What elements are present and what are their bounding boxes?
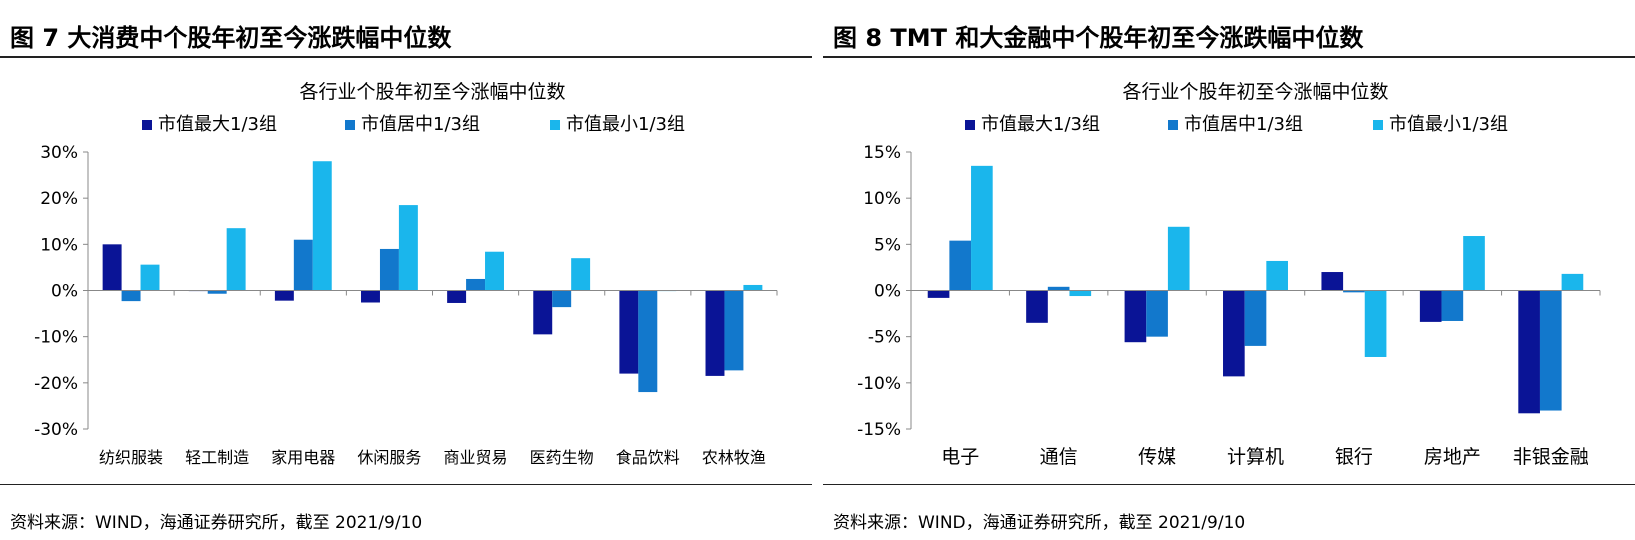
bar: [1266, 260, 1288, 291]
bar: [1146, 290, 1168, 337]
y-tick-label: -5%: [868, 328, 901, 348]
y-tick-label: -20%: [34, 374, 78, 394]
bar: [121, 290, 141, 302]
figure-8-title: 图 8 TMT 和大金融中个股年初至今涨跌幅中位数: [833, 24, 1364, 52]
legend-label: 市值最大1/3组: [981, 114, 1100, 135]
bar: [1463, 236, 1485, 291]
x-tick-label: 医药生物: [530, 448, 594, 467]
legend-swatch: [1373, 120, 1383, 130]
x-tick-label: 食品饮料: [616, 448, 680, 467]
x-tick-label: 休闲服务: [357, 448, 421, 467]
bar: [274, 290, 294, 301]
x-tick-label: 家用电器: [271, 448, 335, 467]
bar: [485, 251, 504, 291]
bar: [927, 290, 950, 298]
bar: [949, 240, 972, 291]
x-tick-label: 电子: [941, 446, 979, 468]
x-tick-label: 通信: [1040, 446, 1078, 468]
bar: [971, 165, 993, 291]
bar: [226, 228, 246, 291]
legend-swatch: [345, 120, 355, 130]
bar: [1321, 272, 1344, 291]
bar: [1561, 273, 1584, 291]
bar: [619, 290, 639, 374]
bar: [1539, 290, 1562, 411]
bar: [533, 290, 553, 335]
bar: [1343, 290, 1365, 293]
bar: [552, 290, 572, 308]
bar: [140, 264, 160, 291]
chart-title: 各行业个股年初至今涨幅中位数: [299, 81, 565, 103]
y-tick-label: 20%: [40, 189, 78, 209]
x-tick-label: 商业贸易: [444, 448, 508, 467]
bar: [743, 284, 763, 291]
bar: [379, 248, 399, 291]
figure-7-title: 图 7 大消费中个股年初至今涨跌幅中位数: [10, 24, 452, 52]
bar: [312, 161, 332, 291]
x-tick-label: 银行: [1335, 446, 1373, 468]
x-tick-label: 纺织服装: [99, 448, 163, 467]
x-tick-label: 轻工制造: [185, 448, 249, 467]
bar: [361, 290, 380, 303]
x-tick-label: 计算机: [1227, 446, 1284, 468]
legend-swatch: [1168, 120, 1178, 130]
bar: [1124, 290, 1147, 343]
y-tick-label: -10%: [34, 328, 78, 348]
title-rule: [823, 56, 1635, 58]
y-tick-label: 5%: [874, 235, 901, 255]
title-rule: [0, 56, 812, 58]
bar: [705, 290, 725, 376]
bar: [1441, 290, 1464, 321]
x-tick-label: 传媒: [1138, 446, 1176, 468]
chart-panel-2: 图 8 TMT 和大金融中个股年初至今涨跌幅中位数 各行业个股年初至今涨幅中位数…: [823, 0, 1635, 540]
bar: [398, 205, 418, 291]
y-tick-label: -30%: [34, 420, 78, 440]
y-tick-label: 10%: [863, 189, 901, 209]
footer-rule: [823, 484, 1635, 485]
bar: [466, 278, 486, 291]
y-tick-label: 15%: [863, 143, 901, 163]
legend-label: 市值居中1/3组: [361, 114, 480, 135]
bar: [1518, 290, 1540, 414]
y-tick-label: -15%: [857, 420, 901, 440]
bar: [207, 290, 227, 294]
bar: [724, 290, 744, 371]
legend-label: 市值居中1/3组: [1184, 114, 1303, 135]
y-tick-label: -10%: [857, 374, 901, 394]
bar: [1223, 290, 1245, 377]
x-tick-label: 非银金融: [1513, 446, 1589, 468]
bar: [1069, 290, 1092, 297]
bar: [447, 290, 467, 303]
y-tick-label: 0%: [874, 282, 901, 302]
source-note-1: 资料来源：WIND，海通证券研究所，截至 2021/9/10: [10, 513, 423, 533]
chart-panel-1: 图 7 大消费中个股年初至今涨跌幅中位数 各行业个股年初至今涨幅中位数市值最大1…: [0, 0, 812, 540]
x-tick-label: 农林牧渔: [702, 448, 766, 467]
bar: [1419, 290, 1442, 322]
legend-swatch: [965, 120, 975, 130]
legend-label: 市值最大1/3组: [158, 114, 277, 135]
bar: [1026, 290, 1048, 323]
y-tick-label: 10%: [40, 235, 78, 255]
footer-rule: [0, 484, 812, 485]
bar: [102, 244, 122, 291]
bar: [1244, 290, 1267, 346]
bar: [571, 258, 591, 291]
legend-swatch: [550, 120, 560, 130]
y-tick-label: 0%: [51, 282, 78, 302]
source-note-2: 资料来源：WIND，海通证券研究所，截至 2021/9/10: [833, 513, 1246, 533]
y-tick-label: 30%: [40, 143, 78, 163]
x-tick-label: 房地产: [1424, 446, 1481, 468]
bar: [1364, 290, 1387, 357]
chart-title: 各行业个股年初至今涨幅中位数: [1122, 81, 1388, 103]
legend-label: 市值最小1/3组: [1389, 114, 1508, 135]
bar: [1047, 286, 1070, 291]
bar: [638, 290, 658, 393]
bar: [1167, 226, 1190, 291]
legend-label: 市值最小1/3组: [566, 114, 685, 135]
legend-swatch: [142, 120, 152, 130]
bar: [293, 239, 313, 291]
